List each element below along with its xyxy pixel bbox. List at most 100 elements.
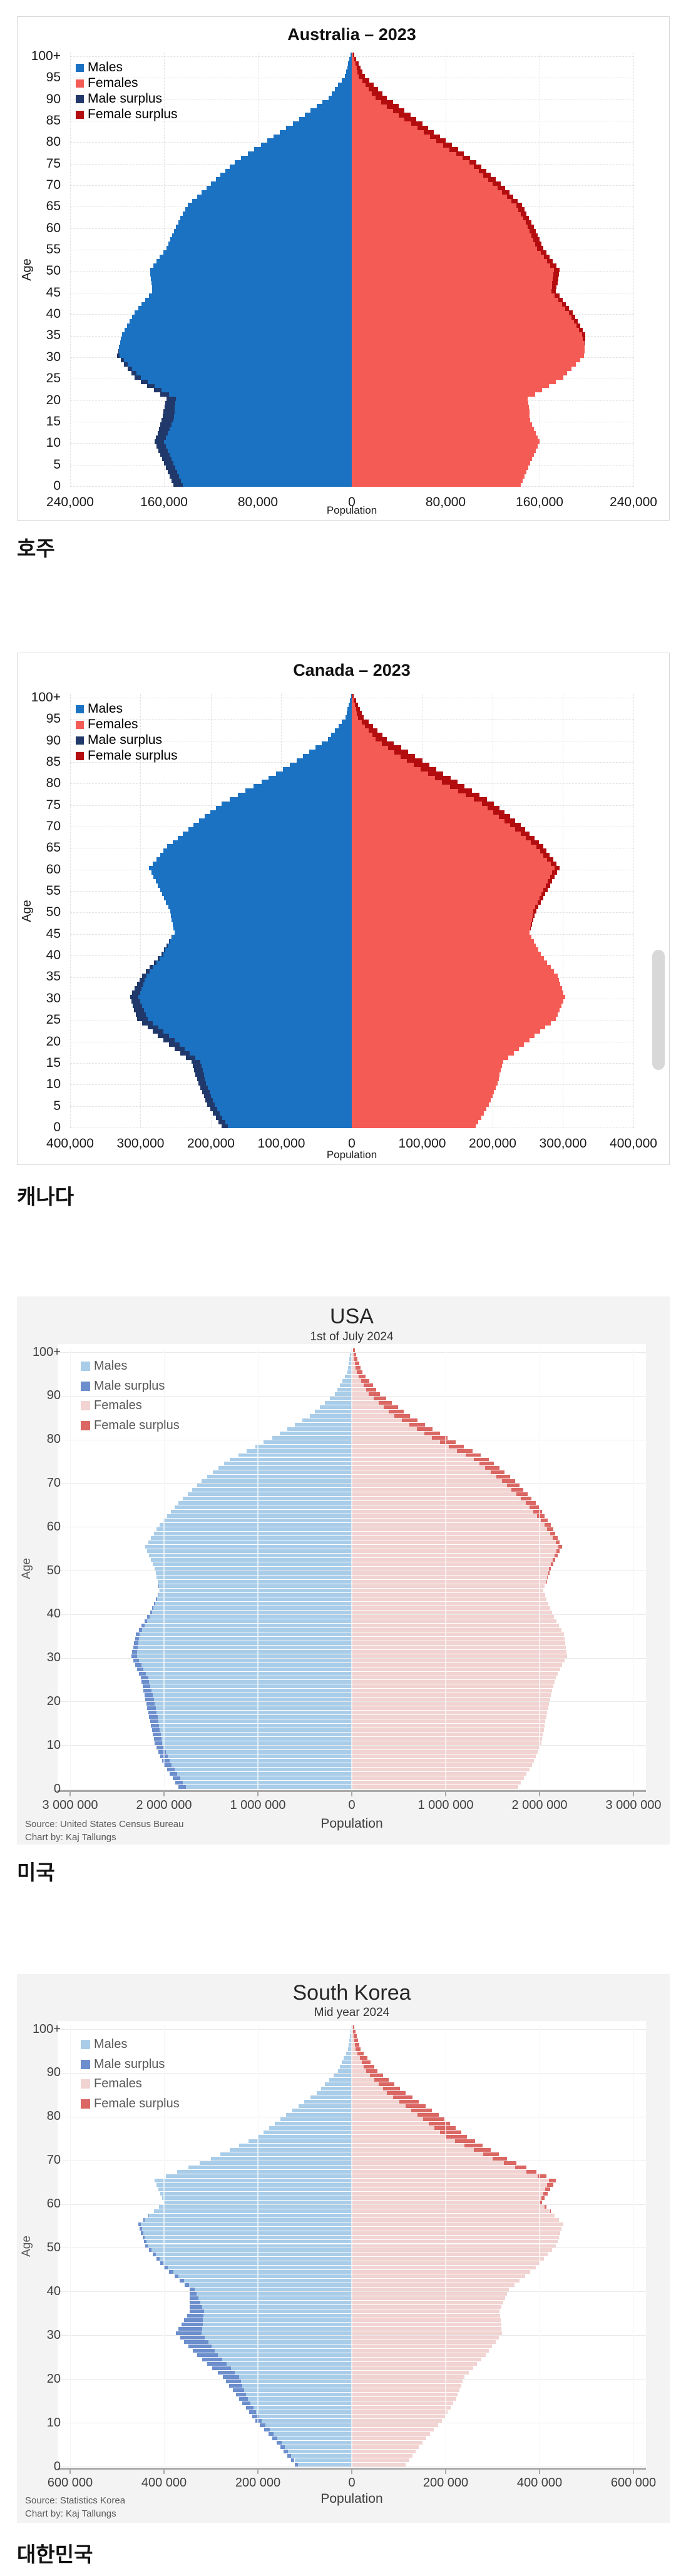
bar-male <box>179 1042 352 1047</box>
bar-female <box>352 1370 357 1374</box>
bar-female <box>352 2182 547 2187</box>
bar-female-surplus <box>466 793 479 798</box>
bar-female-surplus <box>446 2134 467 2139</box>
bar-female-surplus <box>521 211 527 216</box>
bar-male <box>158 883 352 888</box>
y-axis-tick-label: 60 <box>46 1519 61 1534</box>
bar-female <box>352 939 534 944</box>
bar-female-surplus <box>558 1545 562 1549</box>
bar-female <box>352 2231 560 2235</box>
bar-female <box>352 220 526 225</box>
bar-male-surplus <box>151 1728 160 1733</box>
bar-male <box>162 892 352 897</box>
bar-female <box>352 302 562 307</box>
gridline-vertical <box>633 694 634 1128</box>
bar-female-surplus <box>574 319 578 324</box>
bar-male <box>297 758 352 763</box>
bar-female <box>352 1111 484 1116</box>
bar-male-surplus <box>207 2362 227 2366</box>
bar-female <box>352 86 369 92</box>
bar-male <box>349 56 352 62</box>
bar-female <box>352 233 532 238</box>
bar-male-surplus <box>157 1592 159 1597</box>
y-axis-tick-label: 45 <box>46 285 61 300</box>
bar-female <box>352 108 393 113</box>
bar-female <box>352 1089 494 1094</box>
bar-male-surplus <box>235 2393 246 2397</box>
bar-male <box>338 83 352 88</box>
bar-female <box>352 964 551 970</box>
scrollbar-thumb[interactable] <box>652 950 665 1070</box>
y-axis-tick-label: 25 <box>46 371 61 386</box>
bar-female <box>352 242 536 247</box>
bar-female <box>352 1025 546 1030</box>
bar-female <box>352 1479 502 1484</box>
bar-female <box>352 83 366 88</box>
bar-female <box>352 1016 556 1021</box>
bar-female-surplus <box>537 900 541 905</box>
bar-male-surplus <box>133 1645 138 1649</box>
bar-male <box>173 461 352 466</box>
bar-male <box>173 926 352 931</box>
bar-female <box>352 732 372 738</box>
bar-female-surplus <box>421 766 436 772</box>
bar-female-surplus <box>429 134 440 139</box>
bar-female <box>352 452 534 457</box>
bar-female <box>352 173 483 178</box>
y-axis-tick-label: 85 <box>46 113 61 128</box>
bar-male <box>128 362 352 367</box>
bar-male <box>209 1089 352 1094</box>
bar-female <box>352 1715 546 1719</box>
bar-female <box>352 1457 474 1462</box>
bar-male <box>170 1510 352 1514</box>
y-axis-tick-label: 20 <box>46 2371 61 2386</box>
bar-male <box>174 1037 352 1043</box>
bar-female-surplus <box>458 788 473 793</box>
bar-female-surplus <box>526 835 535 841</box>
bar-male <box>178 2274 352 2279</box>
axis-tick-mark <box>351 2469 352 2474</box>
x-axis-tick-label: 400,000 <box>46 1136 94 1151</box>
bar-male <box>342 2060 352 2064</box>
bar-female-surplus <box>374 2077 389 2082</box>
bar-female <box>352 349 585 354</box>
bar-male <box>220 2152 352 2156</box>
bar-female <box>352 2095 393 2099</box>
bar-male-surplus <box>242 2401 250 2406</box>
bar-male <box>234 160 352 165</box>
bar-male <box>158 1025 352 1030</box>
bar-male-surplus <box>169 939 170 944</box>
bar-male-surplus <box>203 1094 212 1099</box>
bar-male <box>224 1462 352 1466</box>
bar-female-surplus <box>387 2090 406 2095</box>
bar-female <box>352 2196 541 2200</box>
bar-female-surplus <box>571 315 575 320</box>
bar-male <box>211 2156 352 2161</box>
bar-male-surplus <box>118 349 120 354</box>
bar-male <box>124 327 352 333</box>
bar-female <box>352 1627 562 1632</box>
bar-male <box>331 91 352 96</box>
bar-male <box>202 2305 352 2309</box>
legend-label-female-surplus: Female surplus <box>88 748 178 763</box>
x-axis-tick-label: 0 <box>348 1798 356 1812</box>
bar-male <box>177 1772 352 1776</box>
bar-female <box>352 1012 558 1017</box>
bar-male <box>121 336 352 341</box>
bar-male <box>203 2309 352 2314</box>
bar-male <box>166 246 352 251</box>
bar-male <box>244 2388 352 2393</box>
y-axis-title: Age <box>20 1558 33 1579</box>
bar-male <box>146 973 352 978</box>
bar-male <box>150 272 352 277</box>
bar-male <box>147 1016 352 1021</box>
bar-male <box>187 203 352 208</box>
bar-female <box>352 775 435 780</box>
bar-female-surplus <box>561 302 566 307</box>
bar-female <box>352 2270 531 2274</box>
bar-female <box>352 831 521 837</box>
bar-female <box>352 1768 530 1772</box>
bar-male <box>177 835 352 841</box>
bar-female <box>352 2029 354 2034</box>
bar-male <box>189 2283 352 2288</box>
